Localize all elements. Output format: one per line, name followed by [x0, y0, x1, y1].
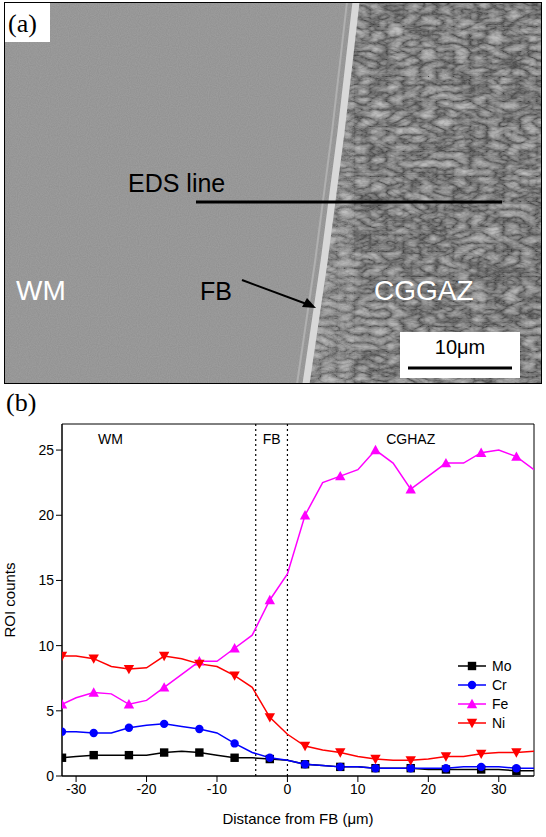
svg-text:(a): (a) — [8, 9, 37, 38]
svg-text:25: 25 — [38, 442, 54, 458]
svg-text:20: 20 — [38, 507, 54, 523]
svg-text:Mo: Mo — [492, 658, 512, 674]
svg-text:15: 15 — [38, 572, 54, 588]
svg-text:-10: -10 — [207, 781, 227, 797]
svg-text:-30: -30 — [66, 781, 86, 797]
svg-text:Fe: Fe — [492, 696, 509, 712]
svg-text:10: 10 — [350, 781, 366, 797]
svg-text:5: 5 — [46, 703, 54, 719]
svg-text:EDS line: EDS line — [128, 169, 225, 197]
svg-text:Ni: Ni — [492, 715, 505, 731]
svg-text:CGHAZ: CGHAZ — [386, 431, 435, 447]
svg-text:0: 0 — [46, 768, 54, 784]
svg-text:10μm: 10μm — [435, 336, 485, 358]
svg-text:CGGAZ: CGGAZ — [374, 275, 474, 306]
svg-text:20: 20 — [421, 781, 437, 797]
svg-text:WM: WM — [98, 431, 123, 447]
svg-text:Distance from FB (μm): Distance from FB (μm) — [222, 810, 373, 827]
svg-text:0: 0 — [284, 781, 292, 797]
svg-text:FB: FB — [200, 277, 232, 305]
svg-text:Cr: Cr — [492, 677, 507, 693]
svg-text:ROI counts: ROI counts — [1, 562, 18, 637]
svg-text:WM: WM — [16, 275, 66, 306]
svg-text:30: 30 — [491, 781, 507, 797]
svg-text:FB: FB — [263, 431, 281, 447]
html-text:(b): (b) — [6, 388, 37, 417]
svg-text:-20: -20 — [136, 781, 156, 797]
svg-text:10: 10 — [38, 638, 54, 654]
